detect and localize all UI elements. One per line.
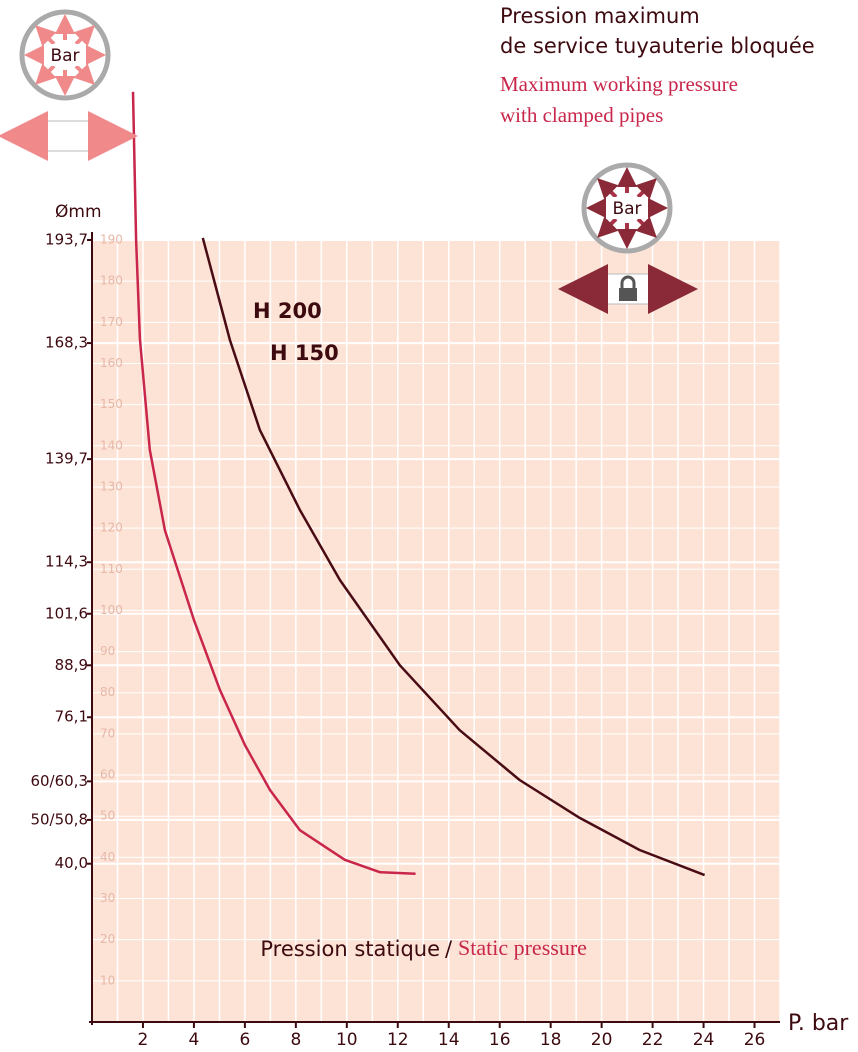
plot-background (92, 240, 780, 1022)
y2-tick-label: 76,1 (55, 708, 88, 726)
title: de service tuyauterie bloquée (500, 34, 815, 58)
y2-tick-label: 101,6 (45, 604, 88, 622)
x-tick-label: 10 (336, 1030, 358, 1050)
y-tick-label: 160 (100, 356, 123, 370)
x-axis-unit: P. bar (788, 1011, 849, 1036)
pressure-icon: Bar (19, 9, 111, 101)
x-tick-label: 18 (540, 1030, 562, 1050)
x-tick-label: 4 (189, 1030, 200, 1050)
y-tick-label: 190 (100, 233, 123, 247)
y-axis-label: Ømm (55, 202, 102, 222)
title: Pression maximum (500, 4, 700, 28)
x-tick-label: 2 (138, 1030, 149, 1050)
y2-tick-label: 168,3 (45, 334, 88, 352)
y-tick-label: 170 (100, 315, 123, 329)
y2-tick-label: 88,9 (55, 656, 88, 674)
x-axis-label-separator: / (445, 937, 453, 961)
y2-tick-label: 114,3 (45, 553, 88, 571)
x-tick-label: 26 (744, 1030, 766, 1050)
subtitle: with clamped pipes (500, 103, 663, 127)
y-tick-label: 10 (100, 973, 115, 987)
y-tick-label: 140 (100, 438, 123, 452)
y-tick-label: 30 (100, 891, 115, 905)
x-axis-label: Pression statique (260, 937, 440, 961)
pipe-icon (0, 111, 138, 161)
x-axis-label: Static pressure (458, 935, 587, 960)
x-tick-label: 20 (591, 1030, 613, 1050)
y-tick-label: 70 (100, 726, 115, 740)
y2-tick-label: 40,0 (55, 854, 88, 872)
x-tick-label: 16 (489, 1030, 511, 1050)
x-tick-label: 12 (387, 1030, 409, 1050)
subtitle: Maximum working pressure (500, 72, 738, 96)
y2-tick-label: 193,7 (45, 231, 88, 249)
annotation: H 200 (253, 299, 322, 323)
y-tick-label: 150 (100, 397, 123, 411)
icon-label: Bar (50, 46, 79, 66)
y2-tick-label: 60/60,3 (30, 772, 88, 790)
curve (131, 91, 416, 876)
x-tick-label: 8 (290, 1030, 301, 1050)
y-tick-label: 120 (100, 521, 123, 535)
y-tick-label: 110 (100, 562, 123, 576)
x-tick-label: 22 (642, 1030, 664, 1050)
lines (131, 91, 706, 877)
y2-tick-label: 139,7 (45, 450, 88, 468)
grid (92, 239, 781, 1022)
y-tick-label: 100 (100, 603, 123, 617)
locked-pipe-icon (558, 264, 698, 314)
y-tick-label: 180 (100, 274, 123, 288)
pressure-icon: Bar (581, 162, 673, 254)
x-tick-label: 6 (239, 1030, 250, 1050)
y-tick-label: 20 (100, 932, 115, 946)
y-tick-label: 50 (100, 809, 115, 823)
y-tick-label: 90 (100, 644, 115, 658)
x-tick-label: 14 (438, 1030, 460, 1050)
x-tick-label: 24 (693, 1030, 715, 1050)
y-tick-label: 80 (100, 685, 115, 699)
y-tick-label: 130 (100, 479, 123, 493)
icon-label: Bar (612, 199, 641, 219)
y-tick-label: 40 (100, 850, 115, 864)
curve (201, 237, 706, 877)
y2-tick-label: 50/50,8 (30, 810, 88, 828)
axes: 2 4 6 8 10 12 14 16 18 20 22 24 26102030405060708090… (30, 231, 780, 1050)
y-tick-label: 60 (100, 768, 115, 782)
annotation: H 150 (270, 341, 339, 365)
